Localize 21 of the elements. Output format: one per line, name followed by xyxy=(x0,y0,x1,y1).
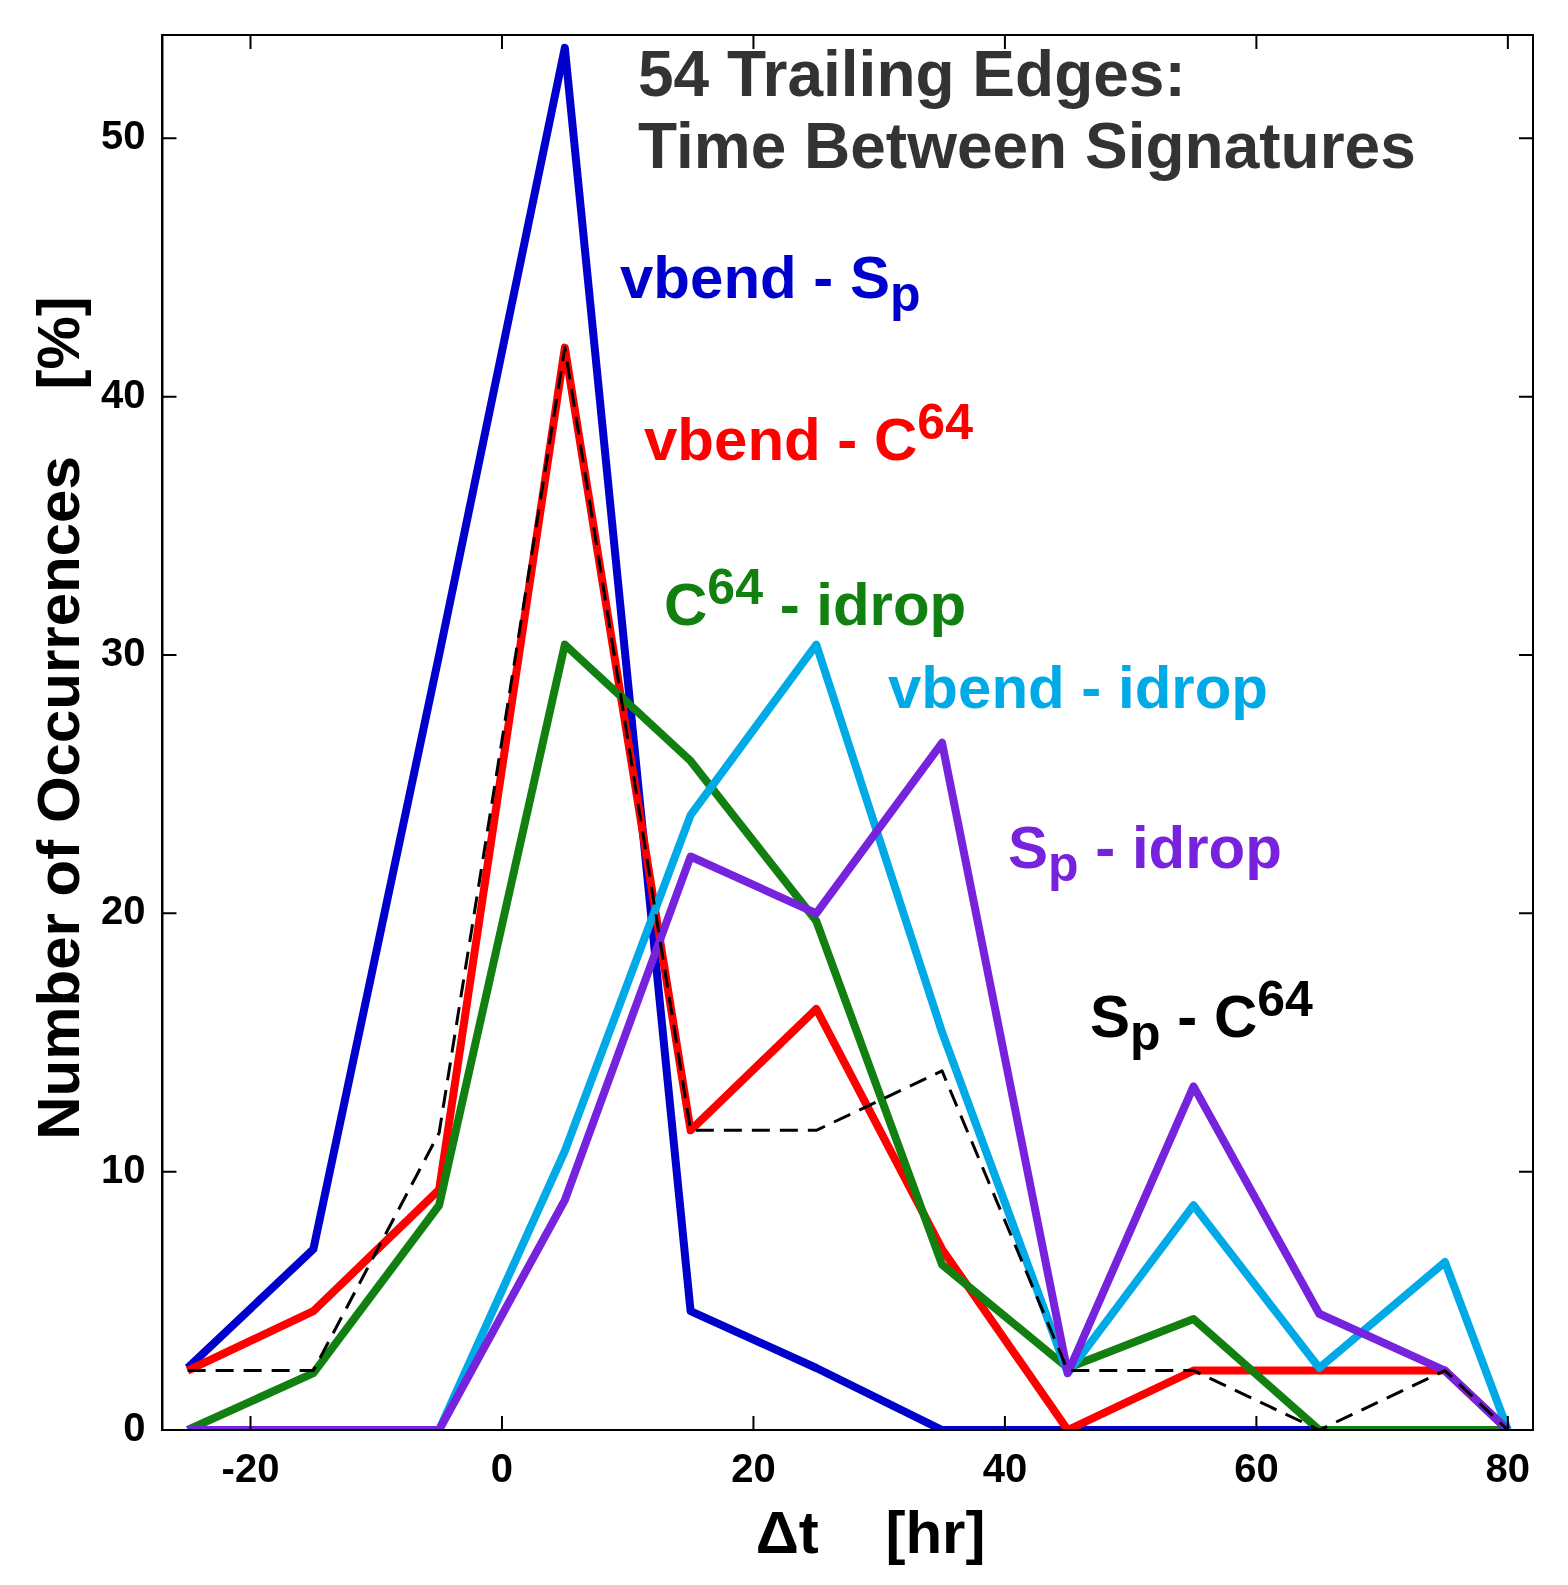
y-axis-title: Number of Occurrences [%] xyxy=(23,296,93,1140)
series-label: vbend - idrop xyxy=(888,653,1268,722)
x-tick-label: 20 xyxy=(731,1446,776,1491)
text: S$_{p}$ - C$^{64}$ xyxy=(1090,970,1313,1062)
series-label: vbend - S$_{p}$ xyxy=(620,243,921,323)
series-label: vbend - C$^{64}$ xyxy=(644,393,973,474)
x-tick-label: 0 xyxy=(490,1446,514,1491)
text: 54 Trailing Edges: Time Between Signatures xyxy=(638,38,1416,182)
y-tick-label: 30 xyxy=(100,630,146,675)
y-tick-label: 50 xyxy=(100,113,146,158)
x-tick-label: 40 xyxy=(982,1446,1028,1491)
y-tick-label: 0 xyxy=(123,1405,146,1450)
x-axis-title: Δt [hr] xyxy=(754,1498,987,1567)
x-tick-label: 60 xyxy=(1234,1446,1279,1491)
y-tick-label: 20 xyxy=(100,888,146,933)
x-tick-label: 80 xyxy=(1485,1446,1531,1491)
x-tick-label: -20 xyxy=(221,1446,280,1491)
series-label: S$_{p}$ - idrop xyxy=(1008,813,1282,893)
series-label: C$^{64}$ - idrop xyxy=(664,558,967,639)
y-tick-label: 40 xyxy=(100,371,146,416)
y-tick-label: 10 xyxy=(100,1146,146,1191)
